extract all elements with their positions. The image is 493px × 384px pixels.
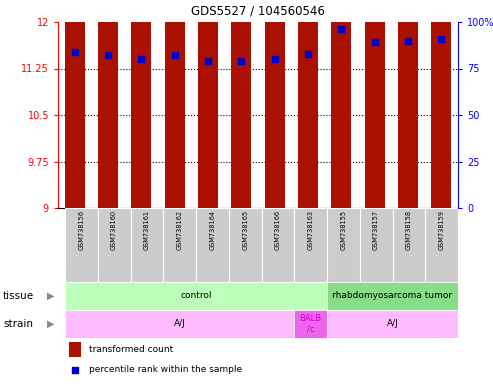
Bar	[98, 0, 118, 208]
Text: GSM738166: GSM738166	[275, 210, 281, 250]
Bar	[65, 208, 98, 282]
Text: A/J: A/J	[387, 319, 398, 328]
Bar	[65, 282, 327, 310]
Text: GSM738159: GSM738159	[439, 210, 445, 250]
Text: percentile rank within the sample: percentile rank within the sample	[89, 365, 242, 374]
Bar	[392, 208, 425, 282]
Text: ▶: ▶	[47, 319, 55, 329]
Point	[71, 366, 79, 372]
Point	[204, 58, 212, 64]
Point	[371, 40, 379, 46]
Point	[337, 26, 345, 33]
Bar	[398, 0, 418, 208]
Bar	[131, 0, 151, 208]
Bar	[65, 0, 85, 208]
Point	[138, 56, 145, 62]
Bar	[327, 282, 458, 310]
Text: GSM738157: GSM738157	[373, 210, 379, 250]
Bar	[231, 0, 251, 208]
Point	[238, 58, 246, 64]
Text: ▶: ▶	[47, 291, 55, 301]
Point	[104, 52, 112, 58]
Bar	[69, 342, 81, 357]
Bar	[360, 208, 392, 282]
Text: GSM738158: GSM738158	[406, 210, 412, 250]
Bar	[327, 310, 458, 338]
Bar	[198, 0, 218, 208]
Bar	[163, 208, 196, 282]
Text: GSM738165: GSM738165	[242, 210, 248, 250]
Bar	[298, 0, 318, 208]
Text: GSM738156: GSM738156	[78, 210, 84, 250]
Bar	[229, 208, 261, 282]
Bar	[331, 0, 352, 208]
Text: BALB
/c: BALB /c	[300, 314, 322, 334]
Bar	[65, 310, 294, 338]
Text: strain: strain	[3, 319, 33, 329]
Text: GSM738163: GSM738163	[308, 210, 314, 250]
Point	[70, 49, 78, 55]
Text: GSM738160: GSM738160	[111, 210, 117, 250]
Text: tissue: tissue	[3, 291, 34, 301]
Point	[404, 38, 412, 44]
Bar	[261, 208, 294, 282]
Text: rhabdomyosarcoma tumor: rhabdomyosarcoma tumor	[332, 291, 453, 301]
Bar	[131, 208, 163, 282]
Point	[171, 52, 178, 58]
Point	[437, 36, 445, 42]
Bar	[265, 0, 284, 208]
Text: transformed count: transformed count	[89, 345, 173, 354]
Text: GSM738161: GSM738161	[144, 210, 150, 250]
Text: GSM738164: GSM738164	[210, 210, 215, 250]
Bar	[98, 208, 131, 282]
Bar	[365, 0, 385, 208]
Text: control: control	[180, 291, 212, 301]
Text: A/J: A/J	[174, 319, 185, 328]
Bar	[425, 208, 458, 282]
Bar	[294, 208, 327, 282]
Bar	[327, 208, 360, 282]
Text: GSM738162: GSM738162	[176, 210, 182, 250]
Text: GDS5527 / 104560546: GDS5527 / 104560546	[191, 5, 325, 18]
Point	[304, 51, 312, 57]
Bar	[431, 0, 451, 208]
Bar	[196, 208, 229, 282]
Bar	[165, 0, 185, 208]
Text: GSM738155: GSM738155	[340, 210, 347, 250]
Bar	[294, 310, 327, 338]
Point	[271, 56, 279, 62]
